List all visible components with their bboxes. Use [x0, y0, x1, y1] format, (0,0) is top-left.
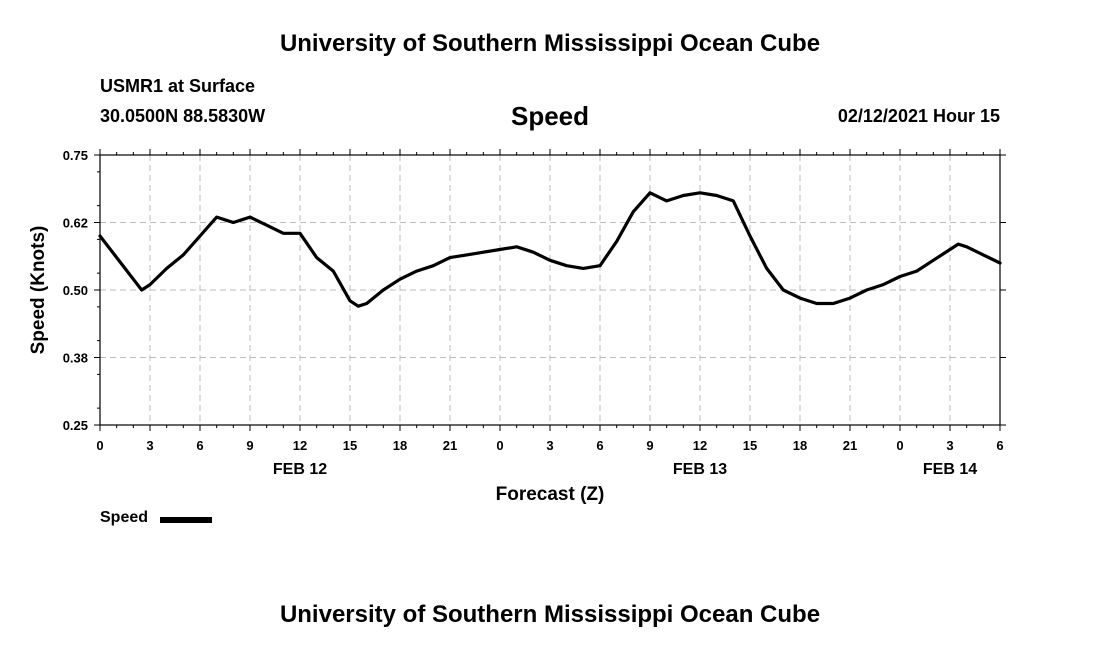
x-tick-label: 21 — [843, 438, 857, 453]
x-tick-label: 12 — [293, 438, 307, 453]
x-tick-label: 6 — [996, 438, 1003, 453]
x-tick-label: 21 — [443, 438, 457, 453]
plot-frame — [99, 154, 1001, 426]
legend-label: Speed — [100, 509, 149, 526]
x-tick-label: 0 — [896, 438, 903, 453]
x-axis-title: Forecast (Z) — [496, 484, 605, 505]
date-label: FEB 12 — [273, 461, 327, 478]
page-footer-title: University of Southern Mississippi Ocean… — [279, 601, 821, 628]
y-tick-label: 0.75 — [63, 148, 88, 163]
x-tick-label: 3 — [946, 438, 953, 453]
x-tick-label: 9 — [246, 438, 253, 453]
x-tick-label: 9 — [646, 438, 653, 453]
date-label: FEB 14 — [923, 461, 977, 478]
x-tick-label: 12 — [693, 438, 707, 453]
x-tick-label: 15 — [743, 438, 757, 453]
y-tick-label: 0.25 — [63, 418, 88, 433]
x-tick-label: 3 — [546, 438, 553, 453]
x-tick-label: 18 — [393, 438, 407, 453]
x-tick-label: 0 — [496, 438, 503, 453]
y-tick-label: 0.50 — [63, 283, 88, 298]
station-label: USMR1 at Surface — [100, 76, 256, 96]
legend-line-swatch — [160, 517, 212, 523]
x-tick-label: 0 — [96, 438, 103, 453]
y-axis-title: Speed (Knots) — [28, 226, 49, 355]
x-tick-label: 18 — [793, 438, 807, 453]
chart-title: Speed — [510, 101, 590, 131]
x-tick-label: 3 — [146, 438, 153, 453]
page-title: University of Southern Mississippi Ocean… — [279, 30, 821, 57]
x-tick-label: 15 — [343, 438, 357, 453]
series-line-speed — [98, 191, 1002, 308]
x-tick-label: 6 — [196, 438, 203, 453]
x-tick-label: 6 — [596, 438, 603, 453]
coordinates-label: 30.0500N 88.5830W — [100, 106, 266, 126]
timestamp-label: 02/12/2021 Hour 15 — [837, 106, 1000, 126]
date-label: FEB 13 — [673, 461, 727, 478]
y-tick-label: 0.62 — [63, 216, 88, 231]
y-tick-label: 0.38 — [63, 351, 88, 366]
